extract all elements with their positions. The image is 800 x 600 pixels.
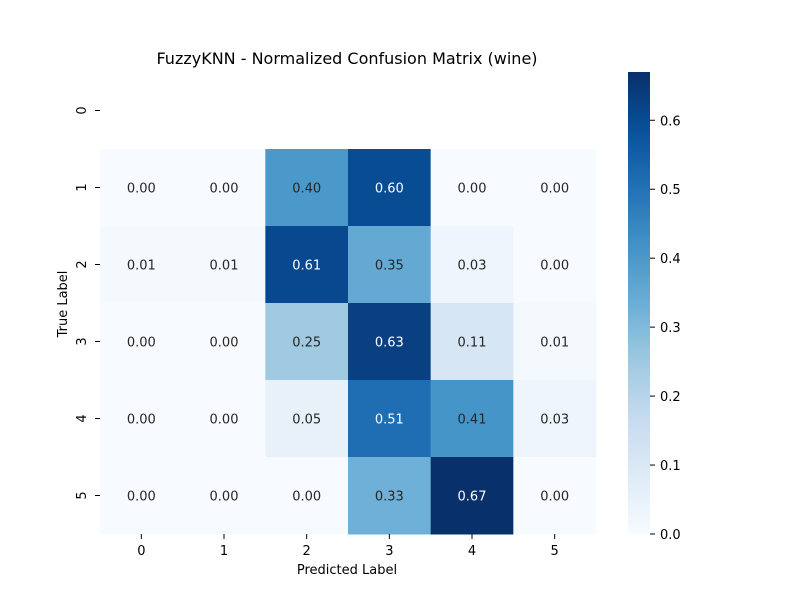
heatmap-cell-r2-c0 [100, 226, 184, 304]
heatmap-cell-r3-c4 [430, 303, 514, 381]
heatmap-cell-r3-c1 [182, 303, 266, 381]
cell-value-r2-c4: 0.03 [458, 259, 487, 274]
heatmap-cell-r2-c4 [430, 226, 514, 304]
cell-value-r1-c4: 0.00 [458, 182, 487, 197]
cell-value-r2-c5: 0.00 [540, 259, 569, 274]
colorbar-tick-label-4: 0.4 [660, 252, 681, 267]
cell-value-r3-c4: 0.11 [458, 336, 487, 351]
x-tick-label-2: 2 [303, 544, 311, 559]
heatmap-cell-r1-c5 [513, 149, 597, 227]
x-axis: 0 1 2 3 4 5 [137, 534, 559, 559]
x-tick-label-5: 5 [551, 544, 559, 559]
cell-value-r5-c4: 0.67 [458, 490, 487, 505]
cell-value-r2-c2: 0.61 [292, 259, 321, 274]
heatmap-cell-r5-c4 [430, 457, 514, 535]
heatmap-cell-r5-c1 [182, 457, 266, 535]
x-tick-label-3: 3 [385, 544, 393, 559]
chart-title: FuzzyKNN - Normalized Confusion Matrix (… [156, 49, 537, 68]
heatmap-cell-r4-c4 [430, 380, 514, 458]
y-tick-label-5: 5 [75, 491, 90, 499]
cell-value-r2-c0: 0.01 [127, 259, 156, 274]
heatmap-cell-r4-c5 [513, 380, 597, 458]
heatmap-cell-r1-c2 [265, 149, 349, 227]
cell-value-r4-c4: 0.41 [458, 413, 487, 428]
y-tick-label-1: 1 [75, 183, 90, 191]
x-axis-label: Predicted Label [297, 563, 397, 578]
heatmap-cell-r1-c1 [182, 149, 266, 227]
cell-value-r5-c5: 0.00 [540, 490, 569, 505]
heatmap-cell-r2-c5 [513, 226, 597, 304]
heatmap-cell-r1-c3 [348, 149, 432, 227]
heatmap-cell-r5-c2 [265, 457, 349, 535]
colorbar-tick-label-1: 0.1 [660, 459, 681, 474]
colorbar-tick-label-2: 0.2 [660, 390, 681, 405]
cell-value-r4-c1: 0.00 [210, 413, 239, 428]
colorbar-ticks: 0.0 0.1 0.2 0.3 0.4 0.5 0.6 [650, 114, 681, 543]
cell-value-r5-c2: 0.00 [292, 490, 321, 505]
heatmap-cell-r2-c2 [265, 226, 349, 304]
cell-value-r4-c3: 0.51 [375, 413, 404, 428]
cell-value-r5-c3: 0.33 [375, 490, 404, 505]
y-axis-label: True Label [56, 271, 71, 339]
x-tick-label-0: 0 [137, 544, 145, 559]
colorbar-tick-label-5: 0.5 [660, 183, 681, 198]
cell-value-r1-c3: 0.60 [375, 182, 404, 197]
cell-value-r2-c3: 0.35 [375, 259, 404, 274]
heatmap-cell-r3-c3 [348, 303, 432, 381]
heatmap-cell-r5-c5 [513, 457, 597, 535]
heatmap-grid: 0.00 0.00 0.40 0.60 0.00 0.00 0.01 0.01 0.61 0.35… [100, 149, 597, 535]
cell-value-r2-c1: 0.01 [210, 259, 239, 274]
cell-value-r3-c2: 0.25 [292, 336, 321, 351]
cell-value-r1-c5: 0.00 [540, 182, 569, 197]
heatmap-cell-r4-c2 [265, 380, 349, 458]
heatmap-cell-r2-c3 [348, 226, 432, 304]
heatmap-cell-r1-c4 [430, 149, 514, 227]
cell-value-r1-c1: 0.00 [210, 182, 239, 197]
y-tick-label-4: 4 [75, 414, 90, 422]
cell-value-r3-c3: 0.63 [375, 336, 404, 351]
heatmap-cell-r5-c3 [348, 457, 432, 535]
cell-value-r1-c2: 0.40 [292, 182, 321, 197]
heatmap-cell-r4-c1 [182, 380, 266, 458]
colorbar-tick-label-0: 0.0 [660, 528, 681, 543]
heatmap-cell-r3-c2 [265, 303, 349, 381]
cell-value-r4-c2: 0.05 [292, 413, 321, 428]
heatmap-cell-r4-c3 [348, 380, 432, 458]
cell-value-r1-c0: 0.00 [127, 182, 156, 197]
heatmap-cell-r4-c0 [100, 380, 184, 458]
heatmap-cell-r5-c0 [100, 457, 184, 535]
heatmap-cell-r2-c1 [182, 226, 266, 304]
colorbar-tick-label-3: 0.3 [660, 321, 681, 336]
colorbar-tick-label-6: 0.6 [660, 114, 681, 129]
heatmap-cell-r3-c0 [100, 303, 184, 381]
y-axis: 0 1 2 3 4 5 [75, 106, 100, 500]
cell-value-r4-c0: 0.00 [127, 413, 156, 428]
y-tick-label-3: 3 [75, 337, 90, 345]
x-tick-label-1: 1 [220, 544, 228, 559]
colorbar [628, 72, 650, 534]
y-tick-label-0: 0 [75, 106, 90, 114]
heatmap-cell-r1-c0 [100, 149, 184, 227]
cell-value-r3-c0: 0.00 [127, 336, 156, 351]
x-tick-label-4: 4 [468, 544, 476, 559]
cell-value-r3-c1: 0.00 [210, 336, 239, 351]
heatmap-cell-r3-c5 [513, 303, 597, 381]
y-tick-label-2: 2 [75, 260, 90, 268]
cell-value-r4-c5: 0.03 [540, 413, 569, 428]
cell-value-r3-c5: 0.01 [540, 336, 569, 351]
cell-value-r5-c1: 0.00 [210, 490, 239, 505]
cell-value-r5-c0: 0.00 [127, 490, 156, 505]
